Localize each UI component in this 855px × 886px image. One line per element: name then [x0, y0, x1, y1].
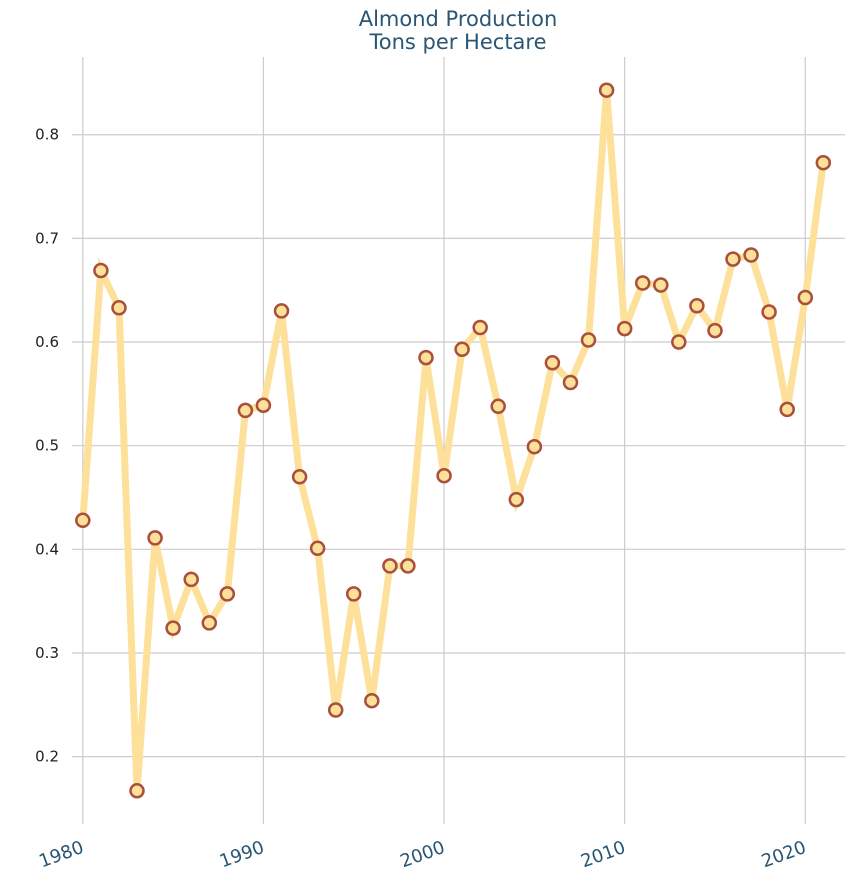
data-point [544, 355, 561, 371]
data-point [147, 530, 163, 546]
series-line-layer [79, 89, 827, 792]
y-tick-label: 0.5 [35, 437, 59, 455]
data-point [725, 251, 741, 267]
data-point [508, 491, 525, 508]
data-point [418, 349, 434, 366]
data-point [580, 332, 597, 348]
data-point [219, 586, 236, 602]
data-point [400, 558, 416, 574]
data-point [761, 304, 777, 320]
data-point [93, 262, 109, 279]
data-point [454, 341, 470, 358]
series-line [79, 89, 827, 792]
y-tick-label: 0.7 [35, 229, 59, 247]
y-tick-label: 0.4 [35, 540, 59, 558]
data-point [309, 540, 326, 557]
data-point [183, 571, 199, 588]
data-point [255, 397, 272, 414]
data-point [436, 467, 452, 484]
data-point [129, 783, 145, 799]
data-point [364, 692, 380, 709]
data-point [327, 702, 344, 718]
x-tick-label: 1980 [36, 837, 86, 872]
data-point [273, 303, 290, 319]
data-point [291, 469, 308, 485]
data-point [634, 275, 651, 291]
data-point [345, 586, 362, 602]
data-point [562, 374, 579, 391]
x-tick-label: 2010 [578, 837, 628, 872]
data-point [111, 300, 127, 316]
data-point [815, 154, 832, 171]
data-point [743, 247, 759, 263]
y-tick-label: 0.8 [35, 126, 59, 144]
x-tick-label: 2020 [759, 837, 809, 872]
chart-title: Almond Production [359, 7, 558, 31]
data-point [382, 558, 398, 574]
data-point [75, 512, 91, 529]
data-point [526, 438, 543, 455]
data-point [707, 322, 723, 339]
chart-subtitle: Tons per Hectare [368, 30, 546, 54]
y-tick-label: 0.2 [35, 748, 59, 766]
data-points [75, 82, 832, 799]
data-point [490, 398, 506, 415]
x-tick-label: 2000 [398, 837, 448, 872]
data-point [598, 82, 615, 98]
y-tick-labels: 0.2 0.3 0.4 0.5 0.6 0.7 0.8 [35, 126, 59, 766]
y-tick-label: 0.3 [35, 644, 59, 662]
x-tick-label: 1990 [217, 837, 267, 872]
data-point [689, 298, 705, 314]
x-tick-labels: 1980 1990 2000 2010 2020 [36, 837, 809, 872]
data-point [472, 319, 488, 336]
data-point [797, 289, 814, 306]
data-point [653, 277, 669, 293]
grid-lines [72, 57, 845, 824]
data-point [165, 620, 181, 636]
data-point [237, 402, 254, 419]
data-point [671, 334, 687, 350]
y-tick-label: 0.6 [35, 333, 59, 351]
data-point [779, 401, 795, 418]
data-point [616, 320, 633, 337]
data-point [201, 615, 218, 631]
